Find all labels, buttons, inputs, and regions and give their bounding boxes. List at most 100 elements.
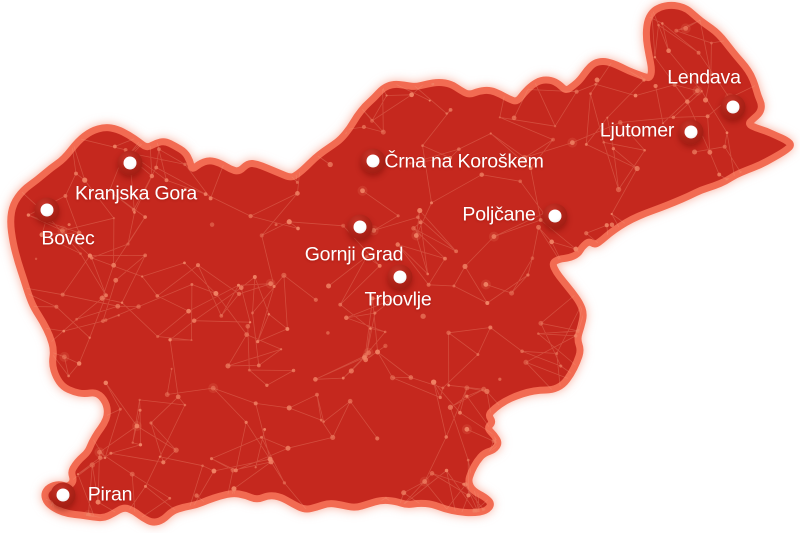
network-dot xyxy=(12,14,18,20)
network-dot xyxy=(780,260,786,266)
network-dot xyxy=(363,357,369,363)
network-dot xyxy=(636,361,642,367)
network-dot xyxy=(653,504,657,508)
network-dot xyxy=(219,524,223,528)
network-dot xyxy=(285,327,290,331)
city-marker-gornji-grad[interactable] xyxy=(347,214,373,240)
network-dot xyxy=(234,526,239,531)
network-dot xyxy=(429,471,435,476)
network-dot xyxy=(138,408,142,412)
network-dot xyxy=(158,455,162,458)
network-dot xyxy=(254,106,259,111)
city-marker-trbovlje[interactable] xyxy=(387,264,413,290)
network-dot xyxy=(110,75,116,81)
network-dot xyxy=(444,468,449,473)
network-dot xyxy=(757,32,763,38)
network-dot xyxy=(666,48,671,54)
network-dot xyxy=(722,144,727,149)
network-dot xyxy=(322,420,325,423)
network-dot xyxy=(477,28,481,32)
network-dot xyxy=(244,420,248,424)
city-marker-poljcane[interactable] xyxy=(542,203,568,229)
network-dot xyxy=(570,526,573,529)
network-dot xyxy=(176,47,181,51)
network-dot xyxy=(657,23,660,27)
network-dot xyxy=(97,449,102,455)
network-dot xyxy=(138,398,141,402)
network-dot xyxy=(319,418,323,422)
network-dot xyxy=(280,348,283,351)
network-dot xyxy=(263,427,267,431)
network-dot xyxy=(625,365,631,371)
city-marker-bovec[interactable] xyxy=(34,197,60,223)
network-dot xyxy=(230,468,236,473)
network-dot xyxy=(380,75,385,81)
network-dot xyxy=(764,482,770,488)
network-dot xyxy=(371,228,377,233)
network-dot xyxy=(112,94,117,100)
city-marker-piran[interactable] xyxy=(50,482,76,508)
network-dot xyxy=(244,332,250,337)
network-dot xyxy=(39,232,45,238)
network-dot xyxy=(488,325,493,330)
network-dot xyxy=(44,105,49,110)
network-dot xyxy=(586,292,591,296)
network-dot xyxy=(615,186,622,193)
city-marker-lendava[interactable] xyxy=(720,94,746,120)
network-dot xyxy=(725,131,729,135)
network-dot xyxy=(228,144,233,149)
network-dot xyxy=(750,528,752,530)
network-dot xyxy=(267,312,271,316)
network-dot xyxy=(610,212,613,216)
network-dot xyxy=(708,466,714,472)
network-dot xyxy=(348,368,354,374)
network-dot xyxy=(115,525,119,529)
network-dot xyxy=(484,519,490,523)
network-dot xyxy=(164,392,170,397)
network-dot xyxy=(50,521,55,523)
network-dot xyxy=(301,43,306,47)
network-dot xyxy=(26,213,31,217)
network-dot xyxy=(786,108,791,114)
network-dot xyxy=(499,43,503,47)
network-dot xyxy=(208,196,213,201)
network-dot-halo xyxy=(746,485,757,496)
network-dot xyxy=(143,253,148,258)
network-dot xyxy=(762,80,767,85)
network-dot xyxy=(133,211,136,214)
city-marker-ljutomer[interactable] xyxy=(678,119,704,145)
network-dot xyxy=(259,233,264,238)
network-dot xyxy=(377,263,382,268)
network-dot xyxy=(375,436,380,441)
network-dot xyxy=(103,456,107,460)
network-dot xyxy=(608,251,611,254)
network-dot xyxy=(306,25,312,30)
network-dot xyxy=(443,256,447,261)
network-dot xyxy=(236,283,240,287)
network-dot xyxy=(341,376,345,380)
network-dot xyxy=(466,493,471,498)
network-dot xyxy=(291,152,296,157)
network-dot xyxy=(733,414,739,419)
network-dot xyxy=(604,396,609,401)
network-dot xyxy=(256,340,260,344)
network-dot xyxy=(365,254,369,259)
network-dot xyxy=(489,132,492,135)
network-dot xyxy=(313,377,318,382)
network-dot xyxy=(75,94,81,100)
network-dot xyxy=(592,274,598,280)
network-dot-halo xyxy=(14,47,25,58)
network-dot xyxy=(720,511,726,517)
network-dot xyxy=(741,367,747,372)
marker-center-dot xyxy=(684,125,698,138)
network-dot xyxy=(538,320,544,326)
city-marker-kranjska-gora[interactable] xyxy=(117,150,143,176)
network-dot xyxy=(264,59,268,63)
marker-center-dot xyxy=(393,270,407,283)
network-dot xyxy=(115,303,121,309)
network-dot-halo xyxy=(623,362,634,373)
network-dot xyxy=(685,337,690,342)
city-marker-crna-na-koroskem[interactable] xyxy=(360,148,386,174)
network-dot xyxy=(535,19,538,23)
